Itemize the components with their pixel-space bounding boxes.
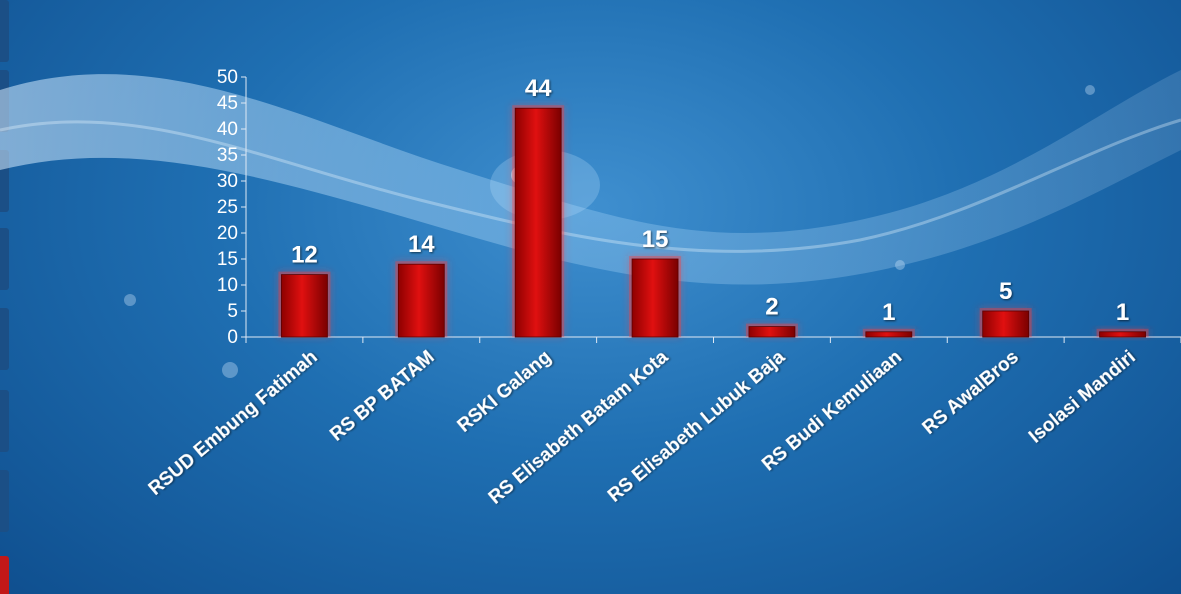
x-tick-label: RSKI Galang <box>454 347 556 437</box>
bar <box>1099 331 1146 338</box>
y-tick-label: 35 <box>217 145 238 166</box>
y-tick-label: 30 <box>217 171 238 192</box>
data-label: 1 <box>1116 299 1129 326</box>
data-label: 2 <box>765 294 778 321</box>
data-label: 15 <box>642 226 669 253</box>
data-label: 14 <box>408 231 435 258</box>
bar <box>514 107 562 338</box>
edge-tab-decor <box>0 308 9 370</box>
y-tick-label: 50 <box>217 67 238 88</box>
y-tick-label: 10 <box>217 275 238 296</box>
y-tick-label: 15 <box>217 249 238 270</box>
y-tick-label: 5 <box>227 301 238 322</box>
edge-tab-decor <box>0 0 9 62</box>
edge-tab-decor <box>0 228 9 290</box>
bar <box>397 263 445 338</box>
x-tick-label: Isolasi Mandiri <box>1025 347 1140 448</box>
data-label: 1 <box>882 299 895 326</box>
x-axis <box>245 336 1181 343</box>
edge-tab-decor <box>0 390 9 452</box>
bar <box>748 326 796 338</box>
edge-tab-decor <box>0 470 9 532</box>
edge-tab-decor-active <box>0 556 9 594</box>
data-label: 12 <box>291 242 318 269</box>
y-tick-label: 45 <box>217 93 238 114</box>
x-tick-label: RS BP BATAM <box>326 347 438 446</box>
x-tick-labels: RSUD Embung Fatimah RS BP BATAM RSKI Galan… <box>145 346 1140 508</box>
y-tick-label: 40 <box>217 119 238 140</box>
data-label: 44 <box>525 75 552 102</box>
y-tick-label: 20 <box>217 223 238 244</box>
data-label: 5 <box>999 278 1012 305</box>
y-tick-label: 0 <box>227 327 238 348</box>
y-tick-label: 25 <box>217 197 238 218</box>
bar <box>631 258 679 338</box>
bar <box>982 310 1030 338</box>
edge-tab-decor <box>0 150 9 212</box>
x-tick-label: RS AwalBros <box>919 347 1023 439</box>
bar <box>865 331 913 338</box>
y-axis: 0 5 10 15 20 25 30 35 40 45 50 <box>217 67 247 348</box>
bar <box>281 274 328 338</box>
bars <box>278 105 1149 338</box>
